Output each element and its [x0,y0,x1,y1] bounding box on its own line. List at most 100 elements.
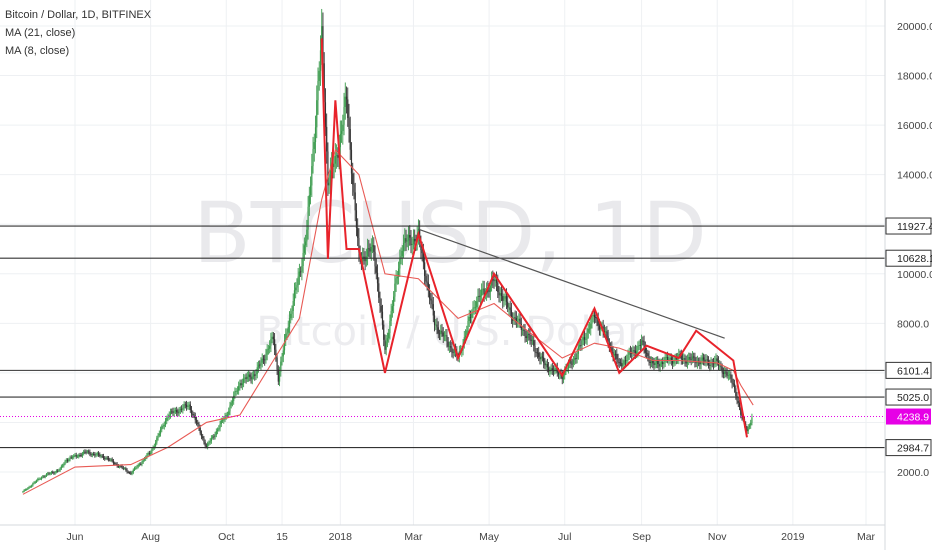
candle-body [35,480,38,482]
candle-body [492,279,494,281]
candle-body [689,356,691,359]
candle-body [448,346,451,348]
candle-body [270,339,272,346]
candle-body [326,126,328,152]
candle-body [78,454,80,457]
candle-body [114,463,116,465]
candle-body [329,169,332,183]
candle-body [43,476,45,478]
candle-body [741,414,743,418]
candle-body [441,330,443,333]
candle-body [193,414,195,416]
candle-body [557,372,560,375]
candle-body [394,283,396,297]
symbol-title[interactable]: Bitcoin / Dollar, 1D, BITFINEX [5,9,152,21]
candle-body [59,468,61,471]
candle-body [683,358,685,360]
candle-body [49,473,51,475]
level-lines [0,225,885,449]
candle-body [380,305,382,312]
candle-body [230,402,232,406]
candle-body [581,340,583,346]
candle-body [592,315,594,316]
candle-body [22,491,24,493]
candle-body [716,358,718,362]
candle-body [287,327,289,333]
candle-body [736,395,738,402]
candle-body [531,340,534,342]
candle-body [363,256,365,258]
candle-body [587,328,589,333]
candle-body [405,238,407,242]
candle-body [658,364,660,367]
candle-body [298,271,301,277]
candle-body [122,467,124,469]
candle-body [169,411,172,416]
price-axis[interactable]: 2000.0 8000.0 10000.0 14000.0 16000.0 18000.0… [897,21,932,479]
candle-body [344,96,346,107]
candle-body [549,370,551,372]
current-price-badge-bg [886,408,931,425]
candle-body [621,363,623,367]
candle-body [464,335,467,338]
candle-body [225,414,227,417]
candle-body [481,289,483,296]
time-tick-label: May [479,531,500,543]
candle-body [68,459,70,461]
level-badge-bg [885,217,932,235]
candle-body [162,426,164,428]
candle-body [472,307,474,314]
candle-body [115,463,117,465]
candle-body [282,350,284,357]
candle-body [150,452,152,454]
candle-body [291,310,293,314]
candle-body [393,296,395,307]
candle-body [654,362,656,365]
plot-area[interactable] [0,0,885,525]
level-badge: 10628.1 [897,253,932,265]
candle-body [163,424,165,427]
candle-body [366,248,369,257]
candle-body [632,350,634,354]
candle-body [446,335,448,342]
candle-body [42,476,44,478]
candle-body [266,349,268,355]
candle-body [357,227,359,238]
candle-body [606,331,608,337]
candle-body [391,306,393,312]
time-axis[interactable]: Jun Aug Oct 15 2018 Mar May Jul Sep Nov 2019 Mar [67,531,876,543]
candle-body [204,442,206,446]
candle-body [389,320,391,333]
candle-body [167,417,169,419]
candle-body [111,459,113,462]
candle-body [244,377,246,379]
legend: Bitcoin / Dollar, 1D, BITFINEX MA (21, c… [5,6,151,60]
time-tick-label: Mar [404,531,423,543]
ma21-legend[interactable]: MA (21, close) [5,27,76,39]
candle-body [138,464,141,465]
candle-body [277,369,279,382]
candle-body [293,290,296,301]
candle-body [185,404,188,407]
candle-body [564,369,566,376]
candle-body [681,359,684,361]
ma8-legend[interactable]: MA (8, close) [5,45,70,57]
candle-body [106,457,108,459]
candle-body [125,468,127,470]
candle-body [135,467,137,469]
candle-body [183,404,185,408]
price-tick-label: 14000.0 [897,170,932,182]
candle-body [146,454,148,458]
candle-body [544,362,546,366]
candle-body [48,473,50,475]
candle-body [241,383,243,386]
candle-body [521,329,524,331]
candle-body [348,117,350,130]
candle-body [161,426,163,430]
level-badge-bg [885,361,932,379]
candle-body [105,457,107,459]
candle-body [352,173,354,185]
candle-body [219,424,221,429]
candle-body [529,334,531,340]
